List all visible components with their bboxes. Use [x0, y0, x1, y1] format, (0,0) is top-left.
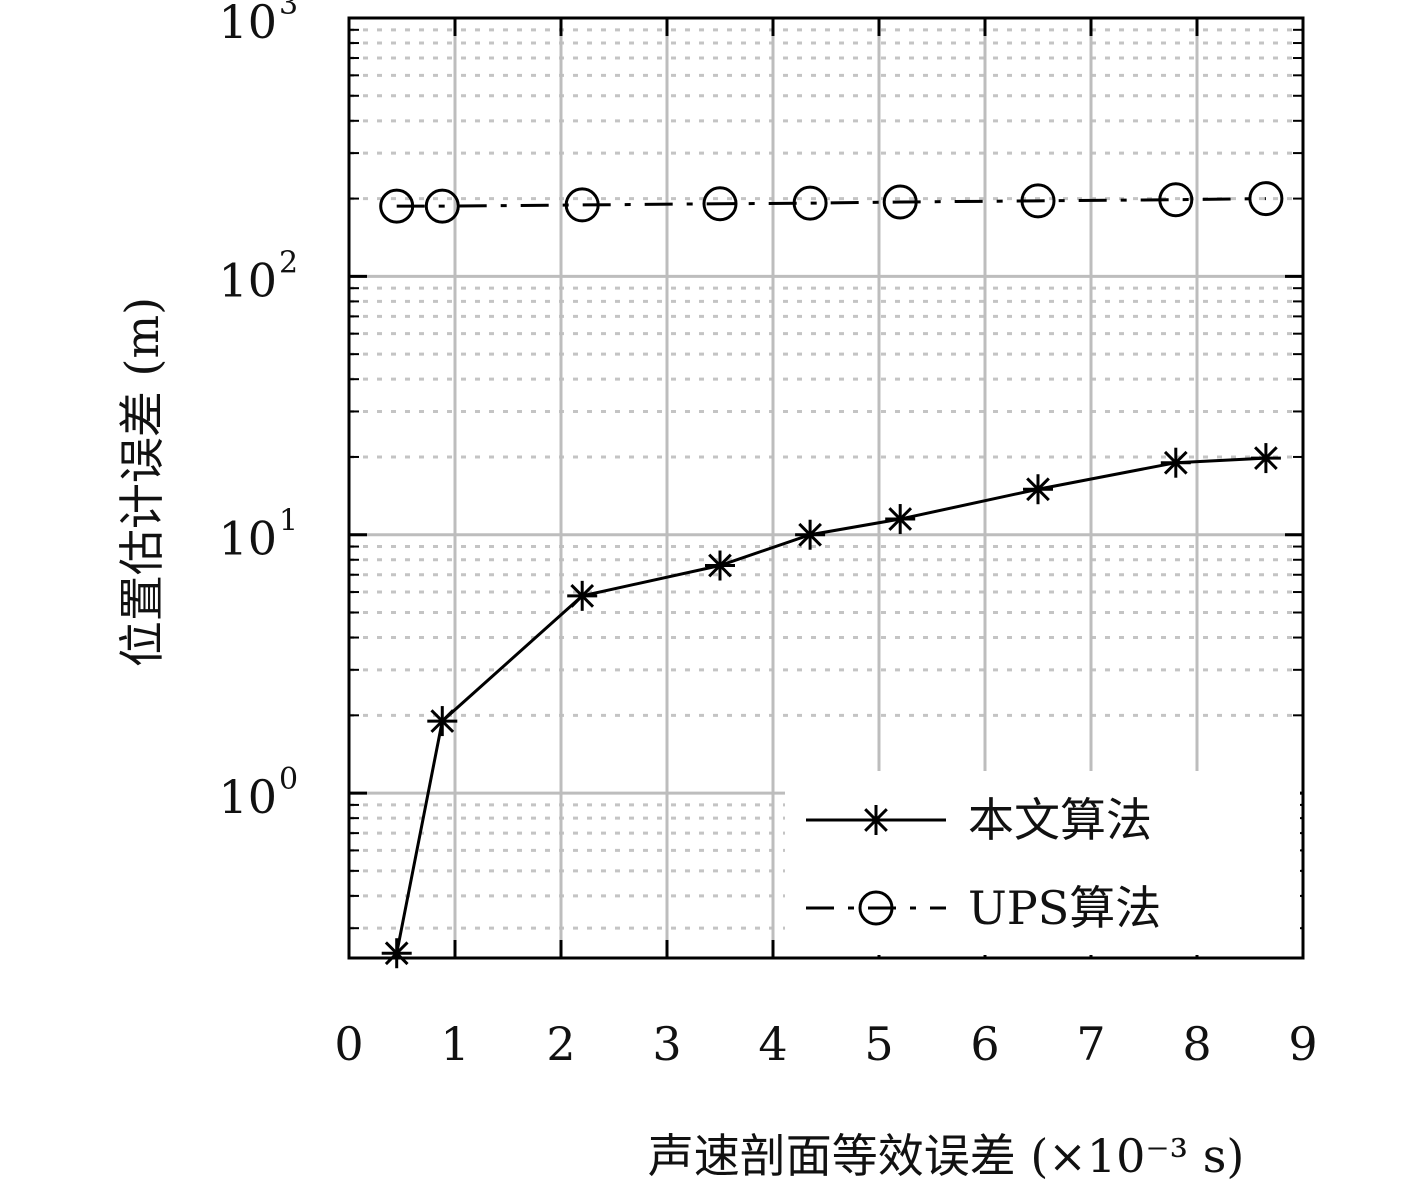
legend-label-1: 本文算法 — [968, 793, 1152, 847]
x-tick-label: 8 — [1182, 1017, 1211, 1071]
x-axis-label: 声速剖面等效误差 (×10⁻³ s) — [648, 1129, 1245, 1183]
data-point-series-2 — [1020, 183, 1056, 219]
data-point-series-1 — [1023, 474, 1053, 505]
axis-ticks — [347, 16, 1305, 958]
data-point-series-2 — [424, 188, 460, 224]
data-point-series-1 — [795, 519, 826, 550]
data-point-series-1 — [1250, 443, 1281, 474]
series-layer — [379, 181, 1284, 969]
x-tick-label: 9 — [1288, 1017, 1317, 1071]
y-tick-exponent: 1 — [279, 504, 298, 539]
y-tick-label: 10 — [218, 770, 277, 824]
x-tick-label: 3 — [652, 1017, 681, 1071]
y-tick-base: 10 — [218, 770, 277, 824]
data-point-series-1 — [567, 580, 598, 611]
legend-marker-2 — [858, 890, 894, 926]
data-point-series-1 — [381, 938, 412, 969]
data-point-series-2 — [882, 184, 918, 220]
x-tick-label: 2 — [546, 1017, 575, 1071]
y-tick-label: 10 — [218, 512, 277, 566]
y-axis-label: 位置估计误差 (m) — [115, 297, 169, 667]
minor-grid — [349, 28, 1303, 930]
data-point-series-2 — [379, 188, 415, 224]
y-tick-exponent: 3 — [279, 0, 298, 22]
data-point-series-2 — [564, 187, 600, 223]
x-tick-label: 7 — [1076, 1017, 1105, 1071]
y-tick-base: 10 — [218, 253, 277, 307]
data-point-series-1 — [705, 550, 735, 581]
data-point-series-2 — [792, 185, 828, 221]
plot-frame — [347, 16, 1305, 960]
y-tick-base: 10 — [218, 512, 277, 566]
data-point-series-2 — [702, 186, 738, 222]
data-point-series-1 — [885, 504, 916, 535]
legend-label-2: UPS算法 — [968, 881, 1161, 935]
x-tick-label: 5 — [864, 1017, 893, 1071]
data-point-series-1 — [427, 706, 458, 737]
legend-marker-1 — [861, 805, 891, 835]
y-tick-base: 10 — [218, 0, 277, 49]
y-tick-label: 10 — [218, 253, 277, 307]
y-tick-exponent: 0 — [279, 762, 298, 797]
x-tick-label: 4 — [758, 1017, 787, 1071]
data-point-series-1 — [1160, 447, 1191, 478]
x-tick-labels: 0 1 2 3 4 5 6 7 8 9 — [334, 1017, 1317, 1071]
x-tick-label: 0 — [334, 1017, 363, 1071]
x-tick-label: 1 — [440, 1017, 469, 1071]
legend: 本文算法 UPS算法 — [785, 771, 1300, 955]
data-point-series-2 — [1158, 182, 1194, 218]
y-tick-label: 10 — [218, 0, 277, 49]
data-point-series-2 — [1248, 181, 1284, 217]
y-tick-exponent: 2 — [279, 245, 298, 280]
x-tick-label: 6 — [970, 1017, 999, 1071]
